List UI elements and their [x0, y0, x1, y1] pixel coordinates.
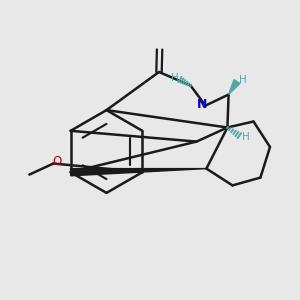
Text: H: H [171, 73, 178, 83]
Text: H: H [242, 132, 249, 142]
Text: O: O [52, 155, 62, 168]
Text: N: N [197, 98, 208, 111]
Polygon shape [229, 80, 240, 94]
Text: H: H [238, 75, 246, 85]
Polygon shape [70, 169, 206, 176]
